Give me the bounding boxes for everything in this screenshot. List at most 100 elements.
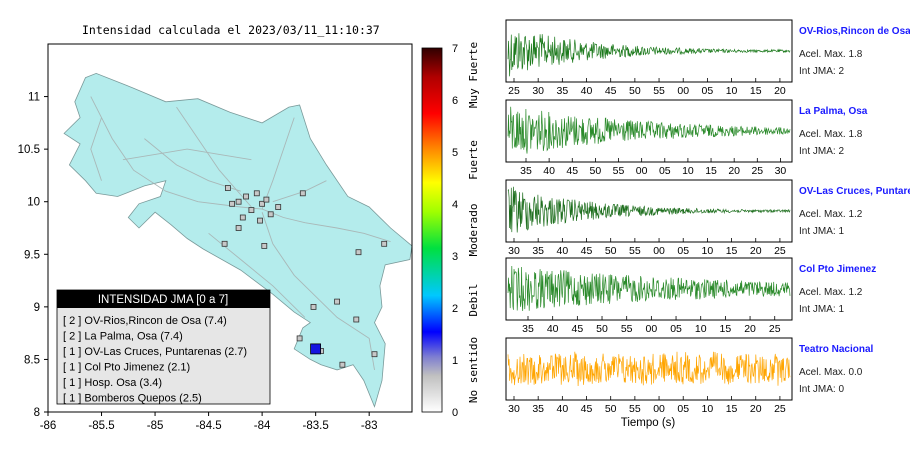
seismo-tick-label: 20 xyxy=(750,403,762,415)
seismo-tick-label: 10 xyxy=(726,85,738,97)
seismo-tick-label: 25 xyxy=(751,165,763,177)
seismo-tick-label: 20 xyxy=(750,245,762,257)
station-accel: Acel. Max. 1.8 xyxy=(799,129,863,140)
colorbar-label: Fuerte xyxy=(467,140,480,180)
station-marker xyxy=(355,249,362,256)
seismo-tick-label: 25 xyxy=(508,85,520,97)
map-x-axis: -86 -85.5 -85 -84.5 -84 -83.5 -83 xyxy=(40,412,377,432)
station-marker xyxy=(353,316,360,323)
station-marker xyxy=(275,204,282,210)
colorbar-tick-label: 6 xyxy=(452,95,458,107)
legend-item: [ 2 ] La Palma, Osa (7.4) xyxy=(63,331,183,343)
seismo-tick-label: 30 xyxy=(775,165,787,177)
x-tick-label: -84.5 xyxy=(195,420,221,432)
colorbar-tick-label: 3 xyxy=(452,251,458,263)
seismograms: 25 30 35 40 45 50 55 00 05 10 15 20 OV-Rios,Rincon d… xyxy=(505,19,910,415)
colorbar-tick-label: 1 xyxy=(452,355,458,367)
seismo-tick-label: 50 xyxy=(596,323,608,335)
seismo-tick-label: 35 xyxy=(557,85,569,97)
station-marker xyxy=(299,190,306,197)
seismo-tick-label: 40 xyxy=(557,245,569,257)
seismo-tick-label: 00 xyxy=(636,165,648,177)
colorbar-label: Debil xyxy=(467,283,480,316)
station-marker xyxy=(224,185,231,191)
station-marker xyxy=(259,200,266,207)
station-marker xyxy=(239,214,246,221)
road-line xyxy=(90,96,263,210)
seismo-tick-label: 40 xyxy=(557,403,569,415)
road-line xyxy=(261,208,391,243)
seismo-tick-label: 50 xyxy=(605,403,617,415)
seismo-tick-label: 05 xyxy=(659,165,671,177)
station-marker xyxy=(248,207,255,214)
map-stations xyxy=(221,185,388,368)
station-marker xyxy=(263,196,270,203)
seismo-tick-label: 55 xyxy=(629,403,641,415)
map-y-axis: 8 8.5 9 9.5 10 10.5 11 xyxy=(18,92,48,419)
seismogram-trace xyxy=(507,186,791,233)
seismo-tick-label: 30 xyxy=(508,403,520,415)
road-line xyxy=(122,148,252,161)
seismo-tick-label: 25 xyxy=(774,403,786,415)
seismo-tick-label: 00 xyxy=(646,323,658,335)
legend-item: [ 1 ] Bomberos Quepos (2.5) xyxy=(63,393,202,405)
seismo-tick-label: 05 xyxy=(677,245,689,257)
seismogram-trace xyxy=(507,351,791,387)
road-line xyxy=(90,117,102,181)
seismogram-panel: 25 30 35 40 45 50 55 00 05 10 15 20 OV-Rios,Rincon d… xyxy=(505,19,910,97)
seismogram-panel: 35 40 45 50 55 00 05 10 15 20 25 30 La Palma, Osa Ace… xyxy=(505,99,868,177)
seismogram-panel: 30 35 40 45 50 55 00 05 10 15 20 25 OV-Las Cruces, P… xyxy=(505,179,910,257)
y-tick-label: 9.5 xyxy=(24,249,40,261)
seismogram-panel: 30 35 40 45 50 55 00 05 10 15 20 25 Teatro Nacional A… xyxy=(505,337,873,415)
station-name: Col Pto Jimenez xyxy=(799,264,876,275)
station-accel: Acel. Max. 1.8 xyxy=(799,49,863,60)
seismo-tick-label: 55 xyxy=(613,165,625,177)
seismo-tick-label: 35 xyxy=(532,403,544,415)
station-accel: Acel. Max. 1.2 xyxy=(799,287,863,298)
legend-box xyxy=(56,289,271,405)
seismo-tick-label: 50 xyxy=(605,245,617,257)
legend-title: INTENSIDAD JMA [0 a 7] xyxy=(98,294,228,306)
seismo-tick-label: 30 xyxy=(532,85,544,97)
seismo-tick-label: 15 xyxy=(726,245,738,257)
seismo-tick-label: 20 xyxy=(774,85,786,97)
colorbar-tick-label: 7 xyxy=(452,43,458,55)
station-name: Teatro Nacional xyxy=(799,344,873,355)
seismo-tick-label: 10 xyxy=(702,403,714,415)
epicenter-marker xyxy=(310,343,322,355)
seismo-tick-label: 45 xyxy=(581,403,593,415)
x-tick-label: -86 xyxy=(40,420,57,432)
y-tick-label: 9 xyxy=(34,302,40,314)
station-jma: Int JMA: 1 xyxy=(799,304,844,315)
road-line xyxy=(144,138,241,192)
road-line xyxy=(261,117,295,210)
x-tick-label: -84 xyxy=(254,420,271,432)
legend-header xyxy=(57,290,270,308)
map-frame xyxy=(47,43,413,413)
intensity-legend: INTENSIDAD JMA [0 a 7] [ 2 ] OV-Rios,Rin… xyxy=(56,289,271,405)
seismo-tick-label: 55 xyxy=(629,245,641,257)
seismo-tick-label: 15 xyxy=(750,85,762,97)
station-marker xyxy=(229,200,236,207)
colorbar-tick-label: 2 xyxy=(452,303,458,315)
seismo-tick-label: 20 xyxy=(728,165,740,177)
map-title: Intensidad calculada el 2023/03/11_11:10… xyxy=(82,23,380,37)
seismo-tick-label: 45 xyxy=(566,165,578,177)
colorbar-label: No sentido xyxy=(467,337,480,403)
seismo-tick-label: 40 xyxy=(547,323,559,335)
seismo-tick-label: 35 xyxy=(520,165,532,177)
seismogram-trace xyxy=(507,106,791,154)
seismo-tick-label: 00 xyxy=(653,403,665,415)
y-tick-label: 8 xyxy=(34,407,40,419)
seismo-tick-label: 20 xyxy=(744,323,756,335)
station-marker xyxy=(243,193,250,200)
seismo-tick-label: 10 xyxy=(695,323,707,335)
x-tick-label: -83.5 xyxy=(303,420,329,432)
station-jma: Int JMA: 0 xyxy=(799,384,844,395)
costa-rica-land xyxy=(63,72,413,408)
seismo-tick-label: 45 xyxy=(605,85,617,97)
colorbar-ticks: 0 1 2 3 4 5 6 7 xyxy=(452,43,458,419)
seismo-tick-label: 10 xyxy=(682,165,694,177)
seismo-tick-label: 40 xyxy=(543,165,555,177)
seismo-tick-label: 15 xyxy=(726,403,738,415)
